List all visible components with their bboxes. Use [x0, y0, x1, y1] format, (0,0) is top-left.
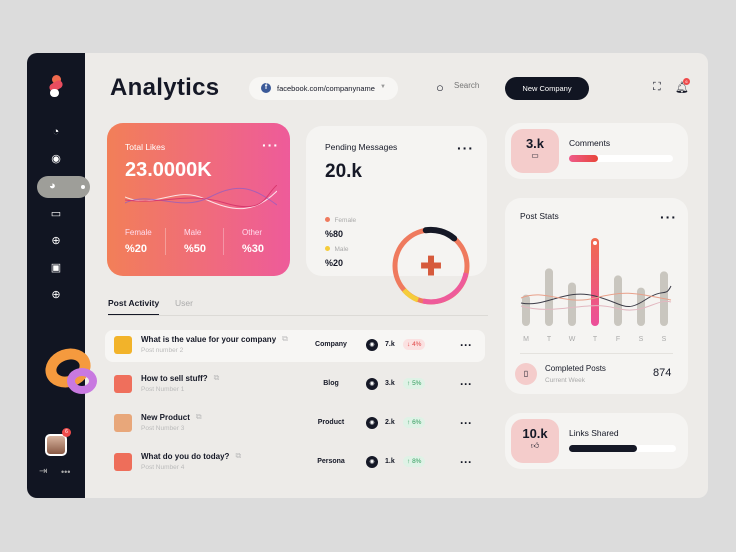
gender-donut-chart: ✚	[392, 226, 470, 305]
table-row[interactable]: What is the value for your company ⧉ Post…	[105, 330, 485, 362]
post-thumbnail	[114, 336, 132, 354]
total-likes-card: Total Likes ··· 23.0000K Female %20 Male%…	[107, 123, 290, 276]
chart-bar[interactable]	[591, 238, 599, 326]
change-badge: ↑ 6%	[403, 417, 426, 428]
trend-line	[520, 300, 672, 311]
external-link-icon[interactable]: ⧉	[235, 451, 242, 460]
notification-badge: 6	[683, 78, 690, 85]
dashboard-icon[interactable]: ◔	[52, 126, 60, 138]
external-link-icon[interactable]: ⧉	[213, 373, 220, 382]
chart-bar[interactable]	[545, 268, 553, 326]
logo	[47, 75, 65, 97]
more-options-button[interactable]: ···	[460, 416, 472, 430]
more-options-button[interactable]: ···	[460, 455, 472, 469]
x-tick-label: S	[639, 336, 644, 343]
x-tick-label: T	[547, 336, 552, 343]
x-tick-label: T	[593, 336, 598, 343]
trend-line	[520, 285, 672, 308]
table-row[interactable]: New Product ⧉ Post Number 3 Product ◉ 2.k…	[105, 408, 485, 440]
avatar[interactable]	[45, 434, 67, 456]
post-thumbnail	[114, 453, 132, 471]
links-shared-card: 10.k 👍︎ Links Shared	[505, 413, 688, 469]
chart-bar[interactable]	[568, 282, 576, 326]
avatar-badge: 6	[62, 428, 71, 437]
post-title[interactable]: New Product	[141, 412, 190, 422]
eye-icon: ◉	[366, 456, 378, 468]
chart-bar[interactable]	[614, 275, 622, 326]
x-tick-label: S	[662, 336, 667, 343]
change-badge: ↑ 5%	[403, 378, 426, 389]
profile-icon[interactable]: ◉	[51, 153, 61, 165]
globe-icon[interactable]: ⊕	[51, 235, 61, 247]
more-options-button[interactable]: ···	[660, 209, 677, 225]
sidebar: ◔ ◉ ◕ ▭ ⊕ ▣ ⊕ 6 ⇥ •••	[27, 53, 90, 498]
web-icon[interactable]: ⊕	[51, 289, 61, 301]
chart-bar[interactable]	[637, 287, 645, 326]
bell-icon[interactable]: 🔔︎	[675, 82, 689, 94]
table-row[interactable]: How to sell stuff? ⧉ Post Number 1 Blog ◉…	[105, 369, 485, 401]
more-options-button[interactable]: ···	[460, 338, 472, 352]
app-window: ◔ ◉ ◕ ▭ ⊕ ▣ ⊕ 6 ⇥ ••• Analytics f facebo…	[27, 53, 708, 498]
account-selector[interactable]: f facebook.com/companyname ▼	[249, 77, 398, 100]
stat-female: Female %20	[125, 228, 152, 255]
trend-line	[520, 292, 672, 301]
post-thumbnail	[114, 375, 132, 393]
links-progress	[569, 445, 676, 452]
stat-male: Male %50	[165, 228, 223, 255]
more-icon[interactable]: •••	[61, 467, 71, 477]
chevron-down-icon: ▼	[380, 84, 386, 90]
stat-other: Other %30	[223, 228, 281, 255]
star-icon	[593, 241, 597, 245]
search-input[interactable]	[454, 81, 498, 90]
likes-wave-chart	[125, 185, 277, 210]
page-title: Analytics	[110, 74, 220, 101]
clipboard-icon: ▯	[515, 363, 537, 385]
external-link-icon[interactable]: ⧉	[282, 334, 288, 343]
fullscreen-icon[interactable]: ⛶	[653, 81, 661, 93]
sidebar-item-analytics[interactable]: ◕	[37, 176, 90, 198]
post-title[interactable]: What is the value for your company	[141, 334, 277, 344]
eye-icon: ◉	[366, 339, 378, 351]
post-thumbnail	[114, 414, 132, 432]
pie-chart-icon: ◕	[49, 180, 56, 192]
messages-icon[interactable]: ▣	[50, 262, 62, 274]
post-title[interactable]: How to sell stuff?	[141, 373, 208, 383]
post-title[interactable]: What do you do today?	[141, 451, 230, 461]
chart-bar[interactable]	[522, 294, 530, 326]
comment-icon: ▭	[531, 151, 539, 160]
change-badge: ↑ 8%	[403, 456, 426, 467]
change-badge: ↓ 4%	[403, 339, 426, 350]
x-tick-label: W	[569, 336, 576, 343]
logout-icon[interactable]: ⇥	[39, 466, 48, 477]
tab-post-activity[interactable]: Post Activity	[108, 298, 160, 316]
search-icon[interactable]: ○	[436, 80, 444, 95]
tab-user[interactable]: User	[175, 298, 193, 308]
table-row[interactable]: What do you do today? ⧉ Post Number 4 Per…	[105, 447, 485, 479]
calendar-icon[interactable]: ▭	[50, 208, 62, 220]
x-tick-label: F	[616, 336, 620, 343]
thumbs-up-icon: 👍︎	[530, 441, 540, 450]
pending-messages-card: Pending Messages ··· 20.k Female %80 Male…	[306, 126, 487, 305]
more-options-button[interactable]: ···	[262, 137, 279, 153]
external-link-icon[interactable]: ⧉	[195, 412, 202, 421]
new-company-button[interactable]: New Company	[505, 77, 589, 100]
x-tick-label: M	[523, 336, 529, 343]
comments-card: 3.k ▭ Comments	[505, 123, 688, 179]
svg-text:✚: ✚	[420, 251, 442, 281]
more-options-button[interactable]: ···	[460, 377, 472, 391]
eye-icon: ◉	[366, 378, 378, 390]
eye-icon: ◉	[366, 417, 378, 429]
facebook-icon: f	[261, 83, 271, 93]
comments-progress	[569, 155, 673, 162]
more-options-button[interactable]: ···	[457, 140, 474, 156]
